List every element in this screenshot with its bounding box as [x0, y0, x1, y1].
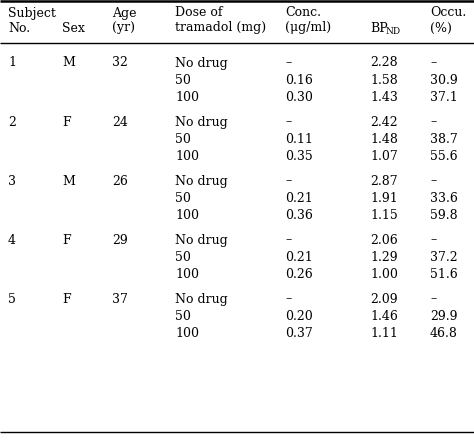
Text: 50: 50	[175, 191, 191, 205]
Text: F: F	[62, 115, 71, 128]
Text: (μg/ml): (μg/ml)	[285, 21, 331, 35]
Text: 5: 5	[8, 293, 16, 305]
Text: 50: 50	[175, 250, 191, 263]
Text: –: –	[430, 234, 436, 246]
Text: F: F	[62, 234, 71, 246]
Text: 2: 2	[8, 115, 16, 128]
Text: 51.6: 51.6	[430, 267, 458, 281]
Text: 37.2: 37.2	[430, 250, 457, 263]
Text: 0.20: 0.20	[285, 309, 313, 322]
Text: –: –	[285, 234, 291, 246]
Text: 1.11: 1.11	[370, 326, 398, 340]
Text: 37: 37	[112, 293, 128, 305]
Text: 50: 50	[175, 74, 191, 87]
Text: (yr): (yr)	[112, 21, 135, 35]
Text: 3: 3	[8, 174, 16, 187]
Text: M: M	[62, 174, 75, 187]
Text: 0.21: 0.21	[285, 191, 313, 205]
Text: –: –	[430, 115, 436, 128]
Text: 1.46: 1.46	[370, 309, 398, 322]
Text: 55.6: 55.6	[430, 150, 457, 163]
Text: 0.36: 0.36	[285, 209, 313, 222]
Text: 0.37: 0.37	[285, 326, 313, 340]
Text: –: –	[285, 174, 291, 187]
Text: 100: 100	[175, 150, 199, 163]
Text: 1: 1	[8, 56, 16, 70]
Text: M: M	[62, 56, 75, 70]
Text: –: –	[430, 293, 436, 305]
Text: Sex: Sex	[62, 21, 85, 35]
Text: BP: BP	[370, 21, 388, 35]
Text: –: –	[285, 115, 291, 128]
Text: Age: Age	[112, 7, 137, 20]
Text: 1.91: 1.91	[370, 191, 398, 205]
Text: 46.8: 46.8	[430, 326, 458, 340]
Text: 100: 100	[175, 209, 199, 222]
Text: 38.7: 38.7	[430, 132, 458, 146]
Text: 100: 100	[175, 267, 199, 281]
Text: No drug: No drug	[175, 56, 228, 70]
Text: 0.30: 0.30	[285, 91, 313, 103]
Text: 0.16: 0.16	[285, 74, 313, 87]
Text: 2.28: 2.28	[370, 56, 398, 70]
Text: 37.1: 37.1	[430, 91, 458, 103]
Text: 29: 29	[112, 234, 128, 246]
Text: 1.00: 1.00	[370, 267, 398, 281]
Text: tramadol (mg): tramadol (mg)	[175, 21, 266, 35]
Text: 2.42: 2.42	[370, 115, 398, 128]
Text: 33.6: 33.6	[430, 191, 458, 205]
Text: 24: 24	[112, 115, 128, 128]
Text: 1.43: 1.43	[370, 91, 398, 103]
Text: 0.26: 0.26	[285, 267, 313, 281]
Text: Subject: Subject	[8, 7, 56, 20]
Text: 1.15: 1.15	[370, 209, 398, 222]
Text: No.: No.	[8, 21, 30, 35]
Text: No drug: No drug	[175, 174, 228, 187]
Text: No drug: No drug	[175, 293, 228, 305]
Text: Occu.: Occu.	[430, 7, 466, 20]
Text: 59.8: 59.8	[430, 209, 457, 222]
Text: 2.09: 2.09	[370, 293, 398, 305]
Text: 26: 26	[112, 174, 128, 187]
Text: Conc.: Conc.	[285, 7, 321, 20]
Text: 50: 50	[175, 132, 191, 146]
Text: 29.9: 29.9	[430, 309, 457, 322]
Text: 1.29: 1.29	[370, 250, 398, 263]
Text: –: –	[430, 174, 436, 187]
Text: Dose of: Dose of	[175, 7, 222, 20]
Text: –: –	[285, 56, 291, 70]
Text: 4: 4	[8, 234, 16, 246]
Text: –: –	[430, 56, 436, 70]
Text: No drug: No drug	[175, 115, 228, 128]
Text: No drug: No drug	[175, 234, 228, 246]
Text: 30.9: 30.9	[430, 74, 458, 87]
Text: 0.21: 0.21	[285, 250, 313, 263]
Text: 2.06: 2.06	[370, 234, 398, 246]
Text: –: –	[285, 293, 291, 305]
Text: 100: 100	[175, 326, 199, 340]
Text: (%): (%)	[430, 21, 452, 35]
Text: 0.11: 0.11	[285, 132, 313, 146]
Text: 100: 100	[175, 91, 199, 103]
Text: 1.58: 1.58	[370, 74, 398, 87]
Text: F: F	[62, 293, 71, 305]
Text: 2.87: 2.87	[370, 174, 398, 187]
Text: ND: ND	[386, 28, 401, 36]
Text: 32: 32	[112, 56, 128, 70]
Text: 0.35: 0.35	[285, 150, 313, 163]
Text: 1.48: 1.48	[370, 132, 398, 146]
Text: 50: 50	[175, 309, 191, 322]
Text: 1.07: 1.07	[370, 150, 398, 163]
